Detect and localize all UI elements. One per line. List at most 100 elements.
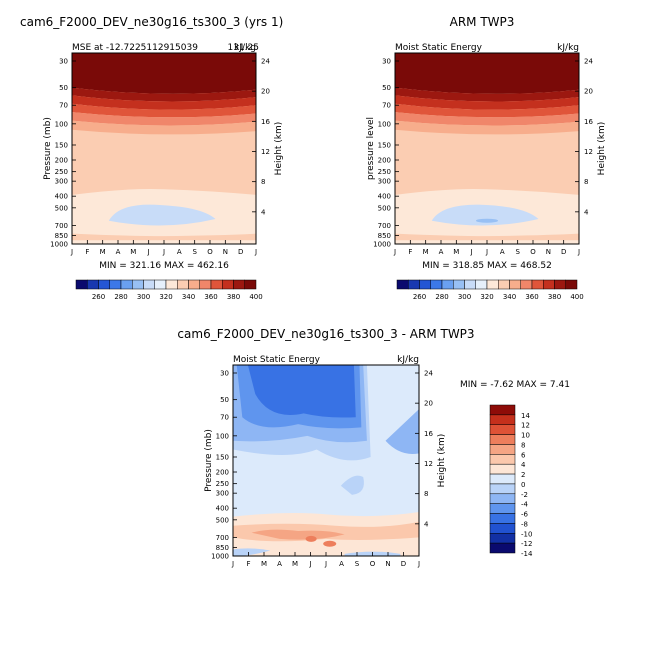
x-tick-label: J xyxy=(231,560,234,568)
x-tick-label: J xyxy=(147,248,150,256)
colorbar-swatch xyxy=(554,279,566,290)
colorbar-label: 10 xyxy=(521,432,530,440)
mse-band-320 xyxy=(108,204,216,226)
colorbar-label: 280 xyxy=(114,293,127,301)
x-tick-label: M xyxy=(261,560,267,568)
y-right-tick-label: 8 xyxy=(261,178,265,186)
colorbar-label: 380 xyxy=(548,293,561,301)
diff-band-m2-sfc xyxy=(233,548,271,556)
y-tick-label: 100 xyxy=(378,120,391,128)
y-right-tick-label: 8 xyxy=(584,178,588,186)
panel-stats: MIN = 321.16 MAX = 462.16 xyxy=(99,261,229,271)
diff-band-m8 xyxy=(247,365,356,418)
y-right-tick-label: 16 xyxy=(424,430,433,438)
colorbar-swatch xyxy=(143,279,155,290)
y-tick-label: 250 xyxy=(378,168,391,176)
x-tick-label: O xyxy=(370,560,376,568)
mse-band-320 xyxy=(431,204,539,226)
colorbar-swatch xyxy=(210,279,223,290)
y-tick-label: 400 xyxy=(216,505,229,513)
panel-units: kJ/kg xyxy=(234,43,256,53)
y-right-tick-label: 24 xyxy=(261,58,270,66)
x-tick-label: O xyxy=(207,248,213,256)
y-tick-label: 300 xyxy=(216,490,229,498)
colorbar-label: 320 xyxy=(159,293,172,301)
y-tick-label: 1000 xyxy=(211,553,229,561)
colorbar-swatch xyxy=(475,279,488,290)
panel-stats: MIN = 318.85 MAX = 468.52 xyxy=(422,261,552,271)
panel-subtitle-overlap: 131.25 xyxy=(228,43,260,53)
colorbar-swatch xyxy=(233,279,245,290)
y-tick-label: 70 xyxy=(382,102,391,110)
colorbar-swatch xyxy=(565,279,578,290)
contour-fill-group xyxy=(72,53,256,244)
colorbar-label: 340 xyxy=(182,293,195,301)
colorbar-label: 0 xyxy=(521,481,525,489)
y-tick-label: 500 xyxy=(378,204,391,212)
mse-band-370 xyxy=(72,95,256,110)
colorbar-swatch xyxy=(408,279,420,290)
colorbar-swatch xyxy=(489,493,516,504)
colorbar-label: 360 xyxy=(525,293,538,301)
colorbar-swatch xyxy=(486,279,499,290)
panel-units: kJ/kg xyxy=(397,355,419,365)
y-tick-label: 700 xyxy=(55,222,68,230)
colorbar-swatch xyxy=(120,279,133,290)
y-tick-label: 70 xyxy=(220,414,229,422)
colorbar-label: 260 xyxy=(413,293,426,301)
colorbar-swatch xyxy=(109,279,122,290)
y-tick-label: 700 xyxy=(378,222,391,230)
y-tick-label: 200 xyxy=(55,157,68,165)
x-tick-label: N xyxy=(385,560,390,568)
colorbar-label: 2 xyxy=(521,471,525,479)
x-tick-label: M xyxy=(453,248,459,256)
y-right-tick-label: 4 xyxy=(584,208,589,216)
x-tick-label: J xyxy=(485,248,488,256)
y-tick-label: 500 xyxy=(216,516,229,524)
x-tick-label: A xyxy=(339,560,344,568)
colorbar-swatch xyxy=(489,473,516,485)
mse-band-350 xyxy=(72,120,256,135)
x-tick-label: A xyxy=(500,248,505,256)
y-tick-label: 200 xyxy=(216,469,229,477)
colorbar-swatch xyxy=(98,279,110,290)
colorbar-swatch xyxy=(154,279,167,290)
y-right-axis-title: Height (km) xyxy=(597,122,607,176)
colorbar-label: 300 xyxy=(458,293,471,301)
y-tick-label: 300 xyxy=(378,178,391,186)
colorbar-swatch xyxy=(489,533,516,544)
colorbar-swatch xyxy=(509,279,521,290)
y-axis-title: pressure level xyxy=(366,117,376,180)
colorbar-swatch xyxy=(165,279,178,290)
y-tick-label: 1000 xyxy=(50,241,68,249)
mse-band-400b xyxy=(72,76,256,94)
colorbar-label: -8 xyxy=(521,520,528,528)
y-tick-label: 150 xyxy=(216,453,229,461)
colorbar-swatch xyxy=(430,279,443,290)
panel-stats: MIN = -7.62 MAX = 7.41 xyxy=(460,380,570,390)
mse-band-380 xyxy=(72,87,256,102)
y-tick-label: 100 xyxy=(216,432,229,440)
panel-title: cam6_F2000_DEV_ne30g16_ts300_3 (yrs 1) xyxy=(20,15,283,29)
colorbar-label: 260 xyxy=(92,293,105,301)
y-tick-label: 250 xyxy=(55,168,68,176)
colorbar-label: -4 xyxy=(521,501,529,509)
x-tick-label: J xyxy=(577,248,580,256)
y-right-tick-label: 12 xyxy=(584,148,593,156)
y-axis-title: Pressure (mb) xyxy=(43,117,53,180)
x-tick-label: J xyxy=(70,248,73,256)
y-tick-label: 1000 xyxy=(373,241,391,249)
y-right-tick-label: 16 xyxy=(261,118,270,126)
colorbar-swatch xyxy=(75,279,88,290)
x-tick-label: J xyxy=(470,248,473,256)
y-right-axis-title: Height (km) xyxy=(274,122,284,176)
colorbar-swatch xyxy=(489,483,516,495)
y-tick-label: 200 xyxy=(378,157,391,165)
panel-title: ARM TWP3 xyxy=(450,15,515,29)
y-right-tick-label: 4 xyxy=(261,208,266,216)
y-right-tick-label: 24 xyxy=(584,58,593,66)
colorbar-label: -2 xyxy=(521,491,528,499)
colorbar-label: 320 xyxy=(480,293,493,301)
y-tick-label: 400 xyxy=(55,193,68,201)
mse-band-400b xyxy=(395,76,579,94)
